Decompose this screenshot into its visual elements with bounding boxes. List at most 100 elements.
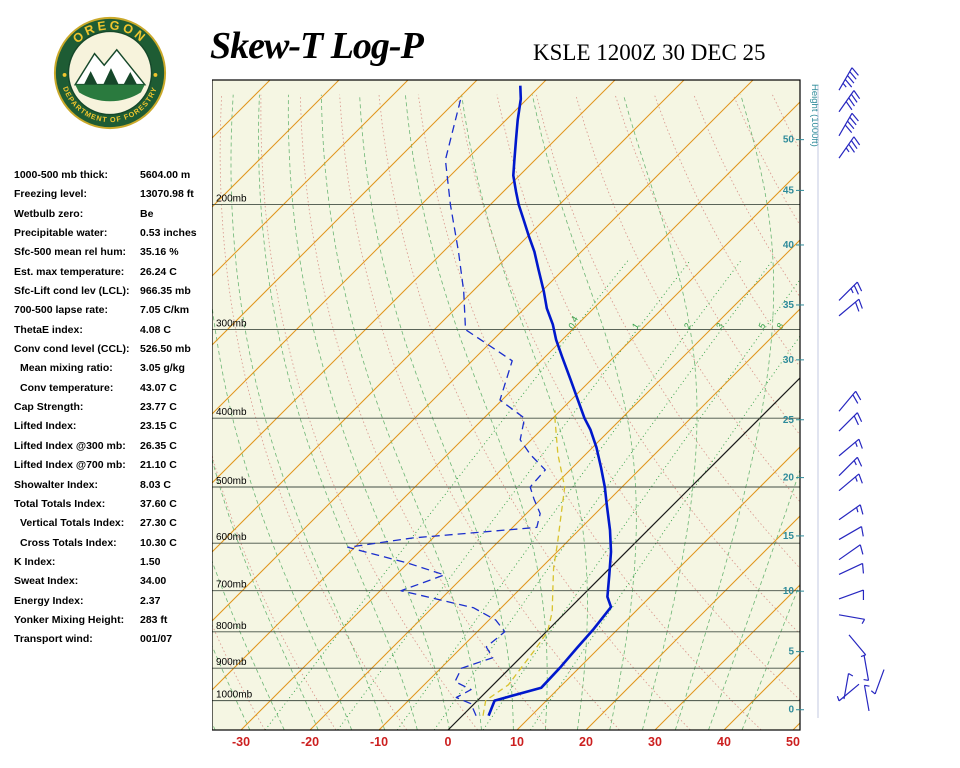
- index-row: Lifted Index @300 mb: 26.35 C: [14, 437, 214, 456]
- index-row: Yonker Mixing Height: 283 ft: [14, 611, 214, 630]
- wind-barb: [838, 281, 863, 301]
- wind-barb: [838, 438, 863, 457]
- temperature-axis-labels: -30 -20 -10 0 10 20 30 40 50: [232, 735, 800, 749]
- index-value: 34.00: [140, 575, 167, 588]
- svg-text:1000mb: 1000mb: [216, 690, 253, 701]
- index-label: Sfc-Lift cond lev (LCL):: [14, 285, 130, 298]
- index-label: Cross Totals Index:: [20, 536, 117, 549]
- height-axis-title: Height (1000ft): [809, 84, 820, 147]
- index-label: Lifted Index @700 mb:: [14, 459, 126, 472]
- index-value: 283 ft: [140, 613, 168, 626]
- svg-text:600mb: 600mb: [216, 532, 247, 543]
- index-label: Cap Strength:: [14, 401, 84, 414]
- index-label: Vertical Totals Index:: [20, 517, 125, 530]
- mixing-ratio-label: 0.4: [566, 315, 580, 330]
- index-label: 700-500 lapse rate:: [14, 304, 108, 317]
- isobars: [212, 204, 800, 702]
- pressure-labels: 200mb 300mb 400mb 500mb 600mb 700mb 800mb 900mb…: [216, 194, 253, 701]
- logo-star-left: [62, 73, 67, 77]
- wind-barb: [838, 504, 864, 521]
- index-row: Transport wind: 001/07: [14, 630, 214, 649]
- svg-text:300mb: 300mb: [216, 319, 247, 330]
- index-value: 26.24 C: [140, 265, 177, 278]
- index-row: Sweat Index: 34.00: [14, 572, 214, 591]
- svg-text:45: 45: [783, 185, 795, 196]
- index-row: Mean mixing ratio: 3.05 g/kg: [14, 359, 214, 378]
- svg-text:-10: -10: [370, 735, 388, 749]
- mixing-ratio-lines: 0.4 1 2 3 5 8: [264, 260, 800, 730]
- svg-text:30: 30: [648, 735, 662, 749]
- index-label: Transport wind:: [14, 633, 93, 646]
- svg-text:900mb: 900mb: [216, 657, 247, 668]
- index-row: Energy Index: 2.37: [14, 592, 214, 611]
- wetbulb-trace: [482, 410, 566, 716]
- wind-barb: [838, 526, 864, 541]
- index-value: 37.60 C: [140, 497, 177, 510]
- index-row: Total Totals Index: 37.60 C: [14, 495, 214, 514]
- logo-mountain-trees: [73, 48, 147, 102]
- index-label: Yonker Mixing Height:: [14, 613, 125, 626]
- index-value: 43.07 C: [140, 381, 177, 394]
- index-row: Sfc-Lift cond lev (LCL): 966.35 mb: [14, 282, 214, 301]
- index-label: Sfc-500 mean rel hum:: [14, 246, 127, 259]
- index-label: K Index:: [14, 555, 56, 568]
- svg-text:0: 0: [445, 735, 452, 749]
- wind-barb: [863, 654, 870, 682]
- index-label: 1000-500 mb thick:: [14, 169, 108, 181]
- svg-text:35: 35: [783, 300, 795, 311]
- svg-text:-20: -20: [301, 735, 319, 749]
- index-value: 10.30 C: [140, 536, 177, 549]
- wind-barb: [838, 112, 859, 137]
- index-label: Energy Index:: [14, 594, 84, 607]
- index-label: Wetbulb zero:: [14, 207, 84, 220]
- index-label: Total Totals Index:: [14, 497, 106, 510]
- index-value: 23.77 C: [140, 401, 177, 414]
- index-row: Conv cond level (CCL): 526.50 mb: [14, 340, 214, 359]
- index-row: Cap Strength: 23.77 C: [14, 398, 214, 417]
- index-row: Cross Totals Index: 10.30 C: [14, 534, 214, 553]
- index-row: Sfc-500 mean rel hum: 35.16 %: [14, 243, 214, 262]
- index-label: Showalter Index:: [14, 478, 99, 491]
- index-row: 1000-500 mb thick: 5604.00 m: [14, 166, 214, 185]
- index-label: Lifted Index:: [14, 420, 77, 433]
- index-value: 35.16 %: [140, 246, 179, 259]
- wind-barb: [838, 456, 863, 477]
- index-value: 7.05 C/km: [140, 304, 190, 317]
- svg-text:400mb: 400mb: [216, 407, 247, 418]
- index-row: Conv temperature: 43.07 C: [14, 379, 214, 398]
- wind-barb: [838, 298, 863, 317]
- index-value: 0.53 inches: [140, 227, 197, 240]
- mixing-ratio-label: 1: [630, 322, 641, 330]
- plot-border: [212, 79, 801, 731]
- svg-text:5: 5: [788, 647, 794, 658]
- dewpoint-trace: [347, 98, 546, 716]
- index-row: Freezing level: 13070.98 ft: [14, 185, 214, 204]
- svg-text:15: 15: [783, 531, 795, 542]
- index-row: Vertical Totals Index: 27.30 C: [14, 514, 214, 533]
- wind-barb: [838, 90, 861, 113]
- svg-text:20: 20: [579, 735, 593, 749]
- index-value: 23.15 C: [140, 420, 177, 433]
- index-value: 3.05 g/kg: [140, 362, 185, 375]
- wind-barbs: [817, 67, 885, 718]
- index-value: 2.37: [140, 594, 161, 607]
- indices-panel: 1000-500 mb thick: 5604.00 m Freezing leve…: [14, 166, 214, 650]
- index-row: Showalter Index: 8.03 C: [14, 476, 214, 495]
- index-row: Lifted Index @700 mb: 21.10 C: [14, 456, 214, 475]
- wind-barb: [870, 669, 885, 695]
- wind-barb: [838, 412, 863, 432]
- index-row: 700-500 lapse rate: 7.05 C/km: [14, 301, 214, 320]
- station-datetime: KSLE 1200Z 30 DEC 25: [533, 40, 766, 65]
- svg-text:40: 40: [717, 735, 731, 749]
- wind-barb: [838, 136, 861, 159]
- svg-text:40: 40: [783, 240, 795, 251]
- mixing-ratio-label: 8: [775, 322, 786, 330]
- svg-text:0: 0: [788, 705, 794, 716]
- index-value: 966.35 mb: [140, 285, 191, 298]
- index-value: Be: [140, 207, 154, 220]
- index-row: Lifted Index: 23.15 C: [14, 417, 214, 436]
- mixing-ratio-label: 3: [714, 322, 725, 330]
- wind-barb: [838, 544, 864, 561]
- svg-text:-30: -30: [232, 735, 250, 749]
